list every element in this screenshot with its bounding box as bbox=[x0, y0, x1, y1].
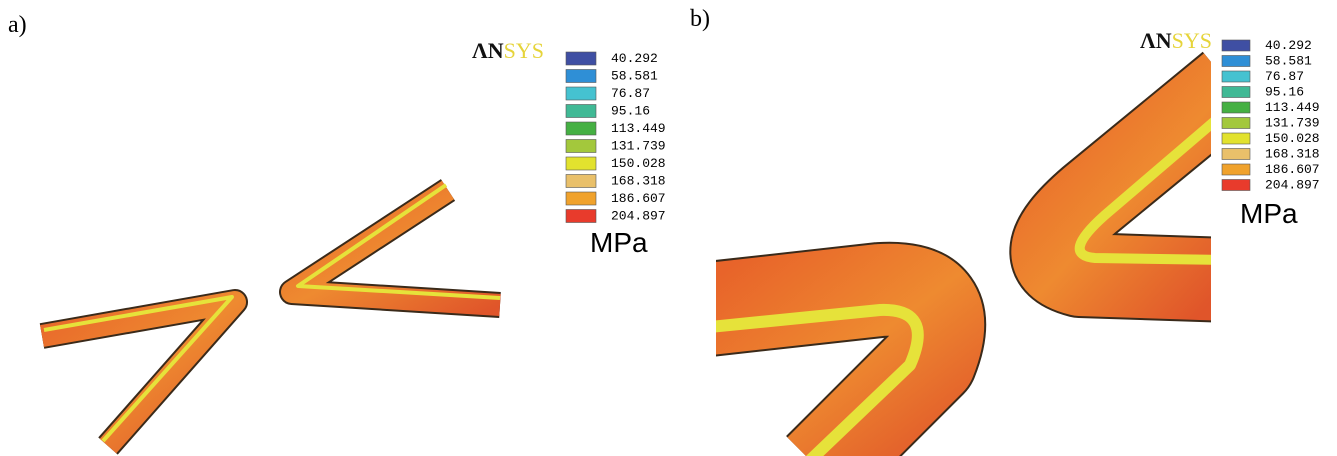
legend-swatch bbox=[1222, 87, 1250, 98]
legend-swatch bbox=[1222, 133, 1250, 144]
legend-value: 204.897 bbox=[1265, 177, 1320, 192]
legend-value: 150.028 bbox=[611, 156, 666, 171]
legend-unit: MPa bbox=[590, 227, 648, 258]
legend-value: 40.292 bbox=[1265, 38, 1312, 53]
legend-value: 113.449 bbox=[1265, 100, 1320, 115]
legend-swatch bbox=[1222, 102, 1250, 113]
legend-swatch bbox=[1222, 164, 1250, 175]
legend-swatch bbox=[566, 122, 596, 135]
panel-label: b) bbox=[690, 6, 710, 32]
legend-value: 58.581 bbox=[1265, 53, 1312, 68]
legend-value: 131.739 bbox=[611, 138, 666, 153]
legend-value: 58.581 bbox=[611, 68, 658, 83]
legend-value: 95.16 bbox=[1265, 84, 1304, 99]
pipe-model-b bbox=[700, 85, 1230, 456]
legend-value: 186.607 bbox=[611, 191, 666, 206]
legend-value: 131.739 bbox=[1265, 115, 1320, 130]
legend-swatch bbox=[1222, 149, 1250, 160]
legend-value: 150.028 bbox=[1265, 131, 1320, 146]
logo-dark: ΛN bbox=[1140, 28, 1172, 53]
legend-swatch bbox=[566, 105, 596, 118]
legend-value: 95.16 bbox=[611, 103, 650, 118]
legend-swatch bbox=[566, 157, 596, 170]
logo: ΛNSYS bbox=[472, 38, 544, 63]
logo-dark: ΛN bbox=[472, 38, 504, 63]
legend-swatch bbox=[566, 140, 596, 153]
logo-light: SYS bbox=[1172, 28, 1212, 53]
figure: a)ΛNSYS40.29258.58176.8795.16113.449131.… bbox=[0, 0, 1337, 456]
legend-swatch bbox=[566, 52, 596, 65]
legend-swatch bbox=[1222, 180, 1250, 191]
legend-swatch bbox=[566, 70, 596, 83]
legend-swatch bbox=[566, 210, 596, 223]
legend-swatch bbox=[566, 192, 596, 205]
legend-value: 40.292 bbox=[611, 51, 658, 66]
legend-value: 186.607 bbox=[1265, 162, 1320, 177]
legend-swatch bbox=[1222, 71, 1250, 82]
legend-swatch bbox=[1222, 118, 1250, 129]
legend-value: 113.449 bbox=[611, 121, 666, 136]
legend-swatch bbox=[1222, 56, 1250, 67]
panel-label: a) bbox=[8, 12, 27, 38]
legend-value: 168.318 bbox=[611, 173, 666, 188]
logo-light: SYS bbox=[504, 38, 544, 63]
legend-swatch bbox=[566, 175, 596, 188]
legend-value: 76.87 bbox=[611, 86, 650, 101]
pipe-model-a bbox=[42, 185, 500, 446]
logo: ΛNSYS bbox=[1140, 28, 1212, 53]
legend-swatch bbox=[1222, 40, 1250, 51]
legend-unit: MPa bbox=[1240, 198, 1298, 229]
legend-swatch bbox=[566, 87, 596, 100]
legend-value: 76.87 bbox=[1265, 69, 1304, 84]
legend-value: 168.318 bbox=[1265, 146, 1320, 161]
legend-value: 204.897 bbox=[611, 208, 666, 223]
